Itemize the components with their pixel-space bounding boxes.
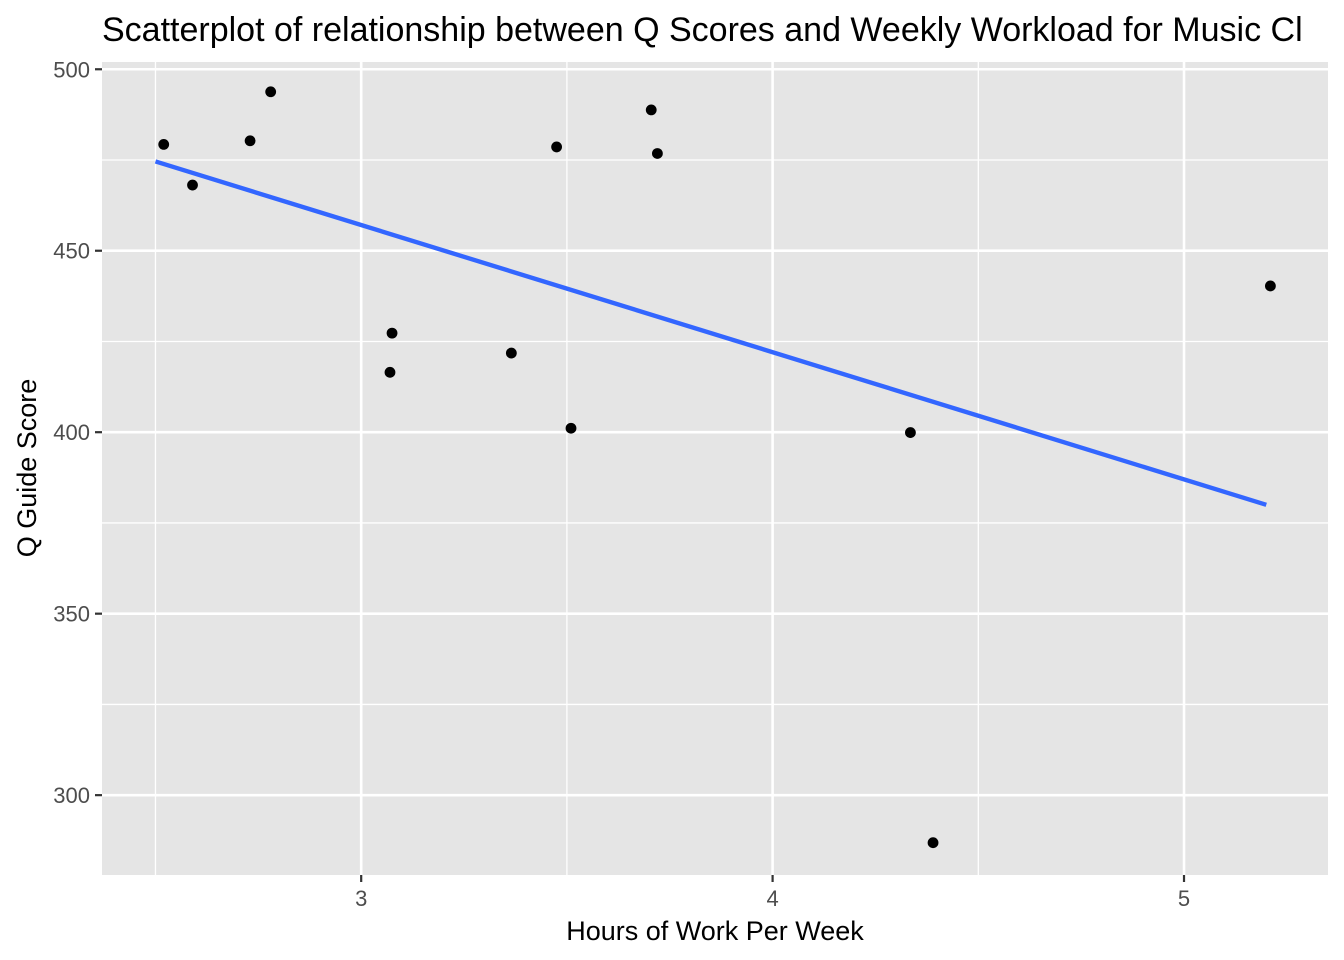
data-point	[187, 179, 198, 191]
data-point	[645, 104, 657, 116]
x-tick-label: 4	[766, 886, 778, 911]
minor-gridlines	[102, 62, 1328, 875]
data-point	[551, 141, 563, 153]
data-point	[265, 86, 277, 98]
y-axis-title: Q Guide Score	[12, 379, 42, 558]
chart-title: Scatterplot of relationship between Q Sc…	[102, 11, 1303, 49]
y-tick-label: 300	[53, 783, 90, 808]
plot-panel	[102, 62, 1328, 875]
data-points	[158, 86, 1276, 849]
x-axis: 3 4 5	[355, 875, 1190, 911]
regression-line	[154, 159, 1267, 507]
data-point	[565, 422, 577, 434]
y-tick-label: 450	[53, 239, 90, 264]
y-tick-label: 500	[53, 57, 90, 82]
data-point	[244, 135, 256, 147]
fit-line-layer	[154, 159, 1267, 507]
x-axis-title: Hours of Work Per Week	[566, 916, 864, 946]
y-tick-label: 400	[53, 420, 90, 445]
data-point	[386, 327, 398, 339]
major-gridlines	[102, 62, 1328, 875]
data-point	[158, 138, 170, 150]
data-point	[384, 366, 396, 378]
data-point	[927, 837, 939, 849]
y-axis: 300 350 400 450 500	[53, 57, 102, 808]
x-tick-label: 5	[1178, 886, 1190, 911]
y-tick-label: 350	[53, 602, 90, 627]
data-point	[652, 148, 663, 159]
x-tick-label: 3	[355, 886, 367, 911]
data-point	[905, 427, 916, 438]
data-point	[505, 347, 517, 359]
data-point	[1265, 280, 1276, 292]
